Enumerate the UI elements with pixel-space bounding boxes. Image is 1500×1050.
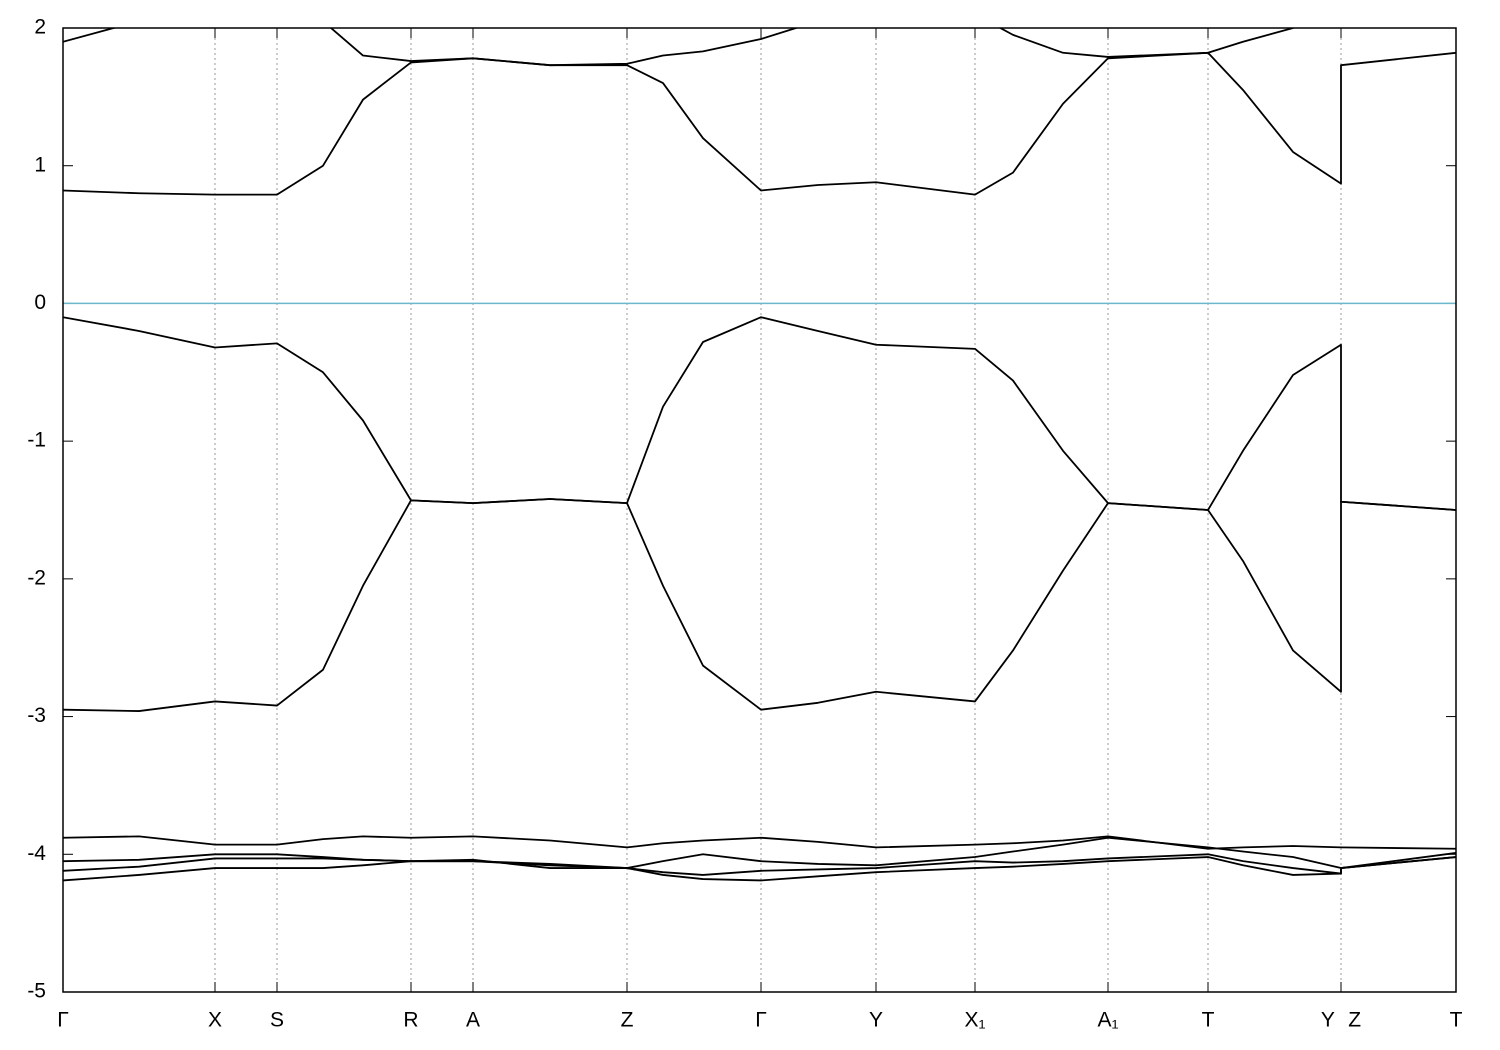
- y-tick-label: -1: [27, 429, 46, 452]
- band-line: [63, 51, 1456, 196]
- band-line: [63, 856, 1456, 882]
- y-tick-label: 2: [34, 16, 46, 39]
- x-tick-label: X: [208, 1009, 222, 1032]
- x-tick-label: Y: [869, 1009, 883, 1032]
- x-tick-label: R: [403, 1009, 418, 1032]
- band-line: [63, 853, 1456, 876]
- band-line: [63, 316, 1456, 511]
- plot-frame: [62, 27, 1457, 993]
- y-tick-label: -4: [27, 842, 46, 865]
- x-tick-label: Z: [621, 1009, 634, 1032]
- y-tick-label: 1: [34, 153, 46, 176]
- x-tick-label: T: [1450, 1009, 1463, 1032]
- y-tick-label: 0: [34, 291, 46, 314]
- y-tick-label: -3: [27, 704, 46, 727]
- y-tick-label: -5: [27, 980, 46, 1003]
- band-line: [63, 498, 1456, 712]
- x-tick-label: T: [1202, 1009, 1215, 1032]
- x-tick-label: Y Z: [1321, 1009, 1361, 1032]
- x-tick-label: S: [270, 1009, 284, 1032]
- x-tick-label: A₁: [1097, 1009, 1118, 1032]
- y-tick-label: -2: [27, 566, 46, 589]
- x-tick-label: Γ: [755, 1009, 767, 1032]
- x-tick-label: Γ: [57, 1009, 69, 1032]
- x-tick-label: X₁: [964, 1009, 985, 1032]
- band-line: [63, 28, 1295, 67]
- band-line: [63, 836, 1456, 869]
- x-tick-label: A: [466, 1009, 480, 1032]
